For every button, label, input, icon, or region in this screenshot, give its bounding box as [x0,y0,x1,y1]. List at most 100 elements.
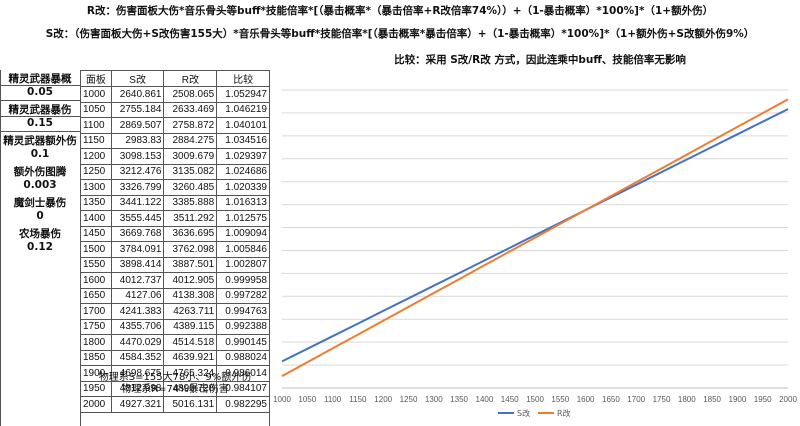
x-tick-label: 2000 [779,395,797,404]
table-cell: 1450 [80,225,112,242]
table-row: 1050 2755.184 2633.469 1.046219 [80,101,270,118]
table-cell: 1.005846 [216,241,270,258]
table-cell: 4138.308 [163,287,218,304]
table-cell: 1.009094 [216,225,270,242]
table-row: 1200 3098.153 3009.679 1.029397 [80,148,270,165]
param-value: 0 [36,210,44,222]
table-cell: 2508.065 [163,86,218,103]
x-tick-label: 1400 [476,395,494,404]
table-cell: 3636.695 [163,225,218,242]
table-cell: 1300 [80,179,112,196]
table-row: 1450 3669.768 3636.695 1.009094 [80,225,270,242]
table-cell: 1200 [80,148,112,165]
table-row: 1700 4241.383 4263.711 0.994763 [80,303,270,320]
table-cell: 1250 [80,163,112,180]
table-cell: 4127.06 [110,287,165,304]
r-formula: R改：伤害面板大伤*音乐骨头等buff*技能倍率*[（暴击概率*（暴击倍率+R改… [86,5,714,17]
param-label: 精灵武器额外伤 [3,135,77,147]
table-cell: 3441.122 [110,194,165,211]
table-cell: 4263.711 [163,303,218,320]
table-cell: 1550 [80,256,112,273]
x-tick-label: 1200 [374,395,392,404]
table-row: 1750 4355.706 4389.115 0.992388 [80,318,270,335]
x-tick-label: 1650 [602,395,620,404]
table-cell: 3784.091 [110,241,165,258]
grid-line [0,70,1,426]
data-table: 面板 S改 R改 比较 1000 2640.861 2508.065 1.052947… [80,70,270,413]
table-cell: 1700 [80,303,112,320]
x-tick-label: 1300 [425,395,443,404]
table-cell: 3511.292 [163,210,218,227]
table-row: 1650 4127.06 4138.308 0.997282 [80,287,270,304]
table-row: 2000 4927.321 5016.131 0.982295 [80,396,270,413]
grid-line [0,85,80,86]
param-value: 0.05 [27,86,53,98]
table-cell: 2869.507 [110,117,165,134]
series-line-0 [281,108,789,363]
note-line-2: 物理系R=74%暴击伤害 [121,384,229,395]
x-tick-label: 1750 [653,395,671,404]
s-formula: S改：（伤害面板大伤+S改伤害155大）*音乐骨头等buff*技能倍率*[（暴击… [45,28,755,40]
table-cell: 1400 [80,210,112,227]
table-cell: 3385.888 [163,194,218,211]
table-cell: 3098.153 [110,148,165,165]
grid-line [0,100,80,101]
table-cell: 4241.383 [110,303,165,320]
table-row: 1600 4012.737 4012.905 0.999958 [80,272,270,289]
table-cell: 2633.469 [163,101,218,118]
x-tick-label: 1700 [627,395,645,404]
legend-label: R改 [557,408,571,418]
grid-line [0,131,80,132]
table-cell: 3212.476 [110,163,165,180]
x-tick-label: 1050 [298,395,316,404]
param-label: 农场暴伤 [19,228,61,240]
table-cell: 2983.83 [110,132,165,149]
grid-line [0,116,80,117]
table-cell: 1.024686 [216,163,270,180]
x-tick-label: 1450 [501,395,519,404]
table-cell: 3887.501 [163,256,218,273]
table-row: 1550 3898.414 3887.501 1.002807 [80,256,270,273]
param-label: 精灵武器暴伤 [8,104,72,116]
x-tick-label: 1500 [526,395,544,404]
table-cell: 1100 [80,117,112,134]
table-cell: 2640.861 [110,86,165,103]
x-tick-label: 1150 [349,395,367,404]
x-tick-label: 1250 [400,395,418,404]
table-cell: 3762.098 [163,241,218,258]
x-tick-label: 1850 [703,395,721,404]
table-cell: 1600 [80,272,112,289]
table-cell: 3326.799 [110,179,165,196]
table-row: 1150 2983.83 2884.275 1.034516 [80,132,270,149]
table-cell: 1750 [80,318,112,335]
table-row: 1400 3555.445 3511.292 1.012575 [80,210,270,227]
table-row: 1300 3326.799 3260.485 1.020339 [80,179,270,196]
table-cell: 3009.679 [163,148,218,165]
x-tick-label: 1100 [324,395,342,404]
param-value: 0.15 [27,117,53,129]
table-cell: 0.999958 [216,272,270,289]
table-cell: 1050 [80,101,112,118]
table-cell: 1.002807 [216,256,270,273]
table-row: 1250 3212.476 3135.082 1.024686 [80,163,270,180]
table-cell: 2755.184 [110,101,165,118]
table-row: 1350 3441.122 3385.888 1.016313 [80,194,270,211]
header-compare: 比较 [216,70,270,87]
table-row: 1850 4584.352 4639.921 0.988024 [80,349,270,366]
table-cell: 1.046219 [216,101,270,118]
table-row: 1900 4698.675 4765.324 0.986014 [80,365,270,382]
table-cell: 1.016313 [216,194,270,211]
table-cell: 4012.737 [110,272,165,289]
table-cell: 1.029397 [216,148,270,165]
table-cell: 3669.768 [110,225,165,242]
x-tick-label: 1950 [754,395,772,404]
table-cell: 1650 [80,287,112,304]
param-value: 0.12 [27,241,53,253]
x-tick-label: 1900 [729,395,747,404]
table-cell: 2758.872 [163,117,218,134]
table-cell: 2884.275 [163,132,218,149]
table-cell: 3135.082 [163,163,218,180]
table-cell: 1.052947 [216,86,270,103]
table-cell: 1000 [80,86,112,103]
x-tick-label: 1550 [551,395,569,404]
